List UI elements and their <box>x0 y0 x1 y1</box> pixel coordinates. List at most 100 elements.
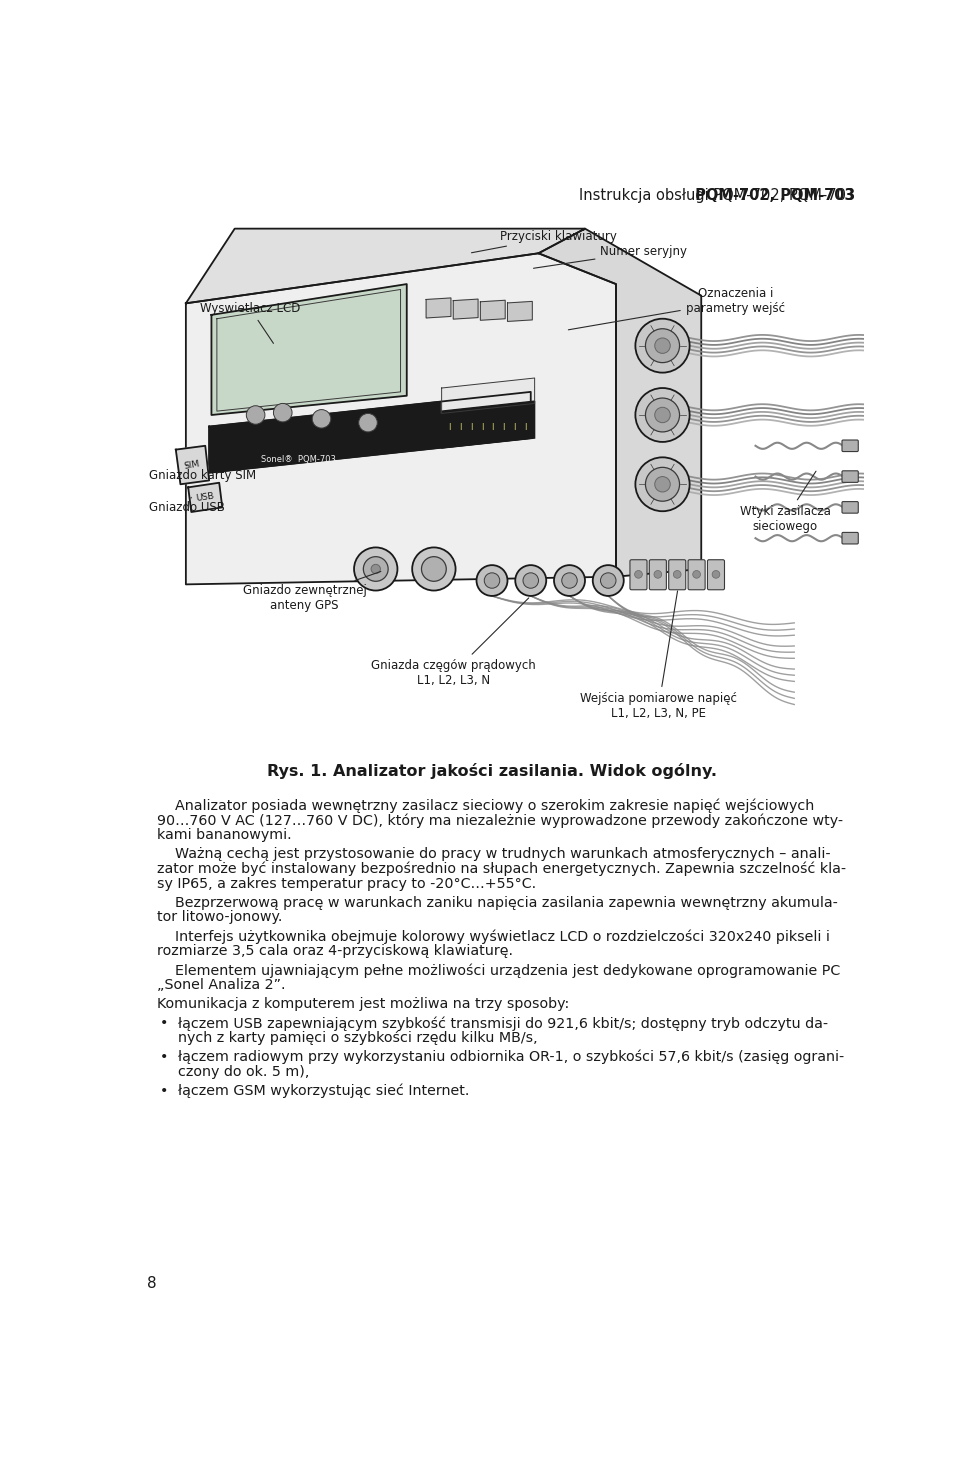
Circle shape <box>645 329 680 363</box>
Text: nych z karty pamięci o szybkości rzędu kilku MB/s,: nych z karty pamięci o szybkości rzędu k… <box>179 1031 538 1046</box>
Text: Gniazdo zewnętrznej
anteny GPS: Gniazdo zewnętrznej anteny GPS <box>243 571 381 613</box>
Polygon shape <box>176 445 209 485</box>
Circle shape <box>655 338 670 354</box>
Text: |: | <box>514 423 516 430</box>
Text: |: | <box>492 423 494 430</box>
Circle shape <box>554 566 585 596</box>
Polygon shape <box>186 253 616 585</box>
Text: |: | <box>469 423 472 430</box>
FancyBboxPatch shape <box>882 480 901 489</box>
Circle shape <box>655 407 670 423</box>
Polygon shape <box>211 284 407 414</box>
Text: Oznaczenia i
parametry wejść: Oznaczenia i parametry wejść <box>568 286 784 331</box>
FancyBboxPatch shape <box>882 488 901 497</box>
FancyBboxPatch shape <box>882 411 901 419</box>
FancyBboxPatch shape <box>882 333 901 342</box>
Text: Numer seryjny: Numer seryjny <box>534 245 687 269</box>
Circle shape <box>363 557 388 582</box>
Text: |: | <box>502 423 505 430</box>
Text: Bezprzerwową pracę w warunkach zaniku napięcia zasilania zapewnia wewnętrzny aku: Bezprzerwową pracę w warunkach zaniku na… <box>157 896 838 909</box>
Circle shape <box>636 388 689 442</box>
Text: kami bananowymi.: kami bananowymi. <box>157 829 292 842</box>
Text: |: | <box>459 423 462 430</box>
Polygon shape <box>442 401 535 448</box>
Text: Komunikacja z komputerem jest możliwa na trzy sposoby:: Komunikacja z komputerem jest możliwa na… <box>157 997 569 1011</box>
FancyBboxPatch shape <box>669 560 685 589</box>
Text: tor litowo-jonowy.: tor litowo-jonowy. <box>157 911 282 924</box>
Circle shape <box>592 566 624 596</box>
FancyBboxPatch shape <box>882 338 901 347</box>
Polygon shape <box>480 300 505 320</box>
FancyBboxPatch shape <box>842 470 858 482</box>
Circle shape <box>562 573 577 588</box>
FancyBboxPatch shape <box>649 560 666 589</box>
Text: Gniazdo USB: Gniazdo USB <box>150 498 226 514</box>
FancyBboxPatch shape <box>882 476 901 485</box>
Polygon shape <box>539 229 701 577</box>
Text: Wtyki zasilacza
sieciowego: Wtyki zasilacza sieciowego <box>739 472 830 533</box>
Text: Wejścia pomiarowe napięć
L1, L2, L3, N, PE: Wejścia pomiarowe napięć L1, L2, L3, N, … <box>580 591 737 720</box>
Circle shape <box>645 467 680 501</box>
Text: |: | <box>524 423 526 430</box>
FancyBboxPatch shape <box>688 560 706 589</box>
Text: |: | <box>448 423 450 430</box>
Text: USB: USB <box>196 492 215 502</box>
Text: czony do ok. 5 m),: czony do ok. 5 m), <box>179 1065 309 1078</box>
Polygon shape <box>426 298 451 317</box>
Circle shape <box>247 405 265 425</box>
Text: SIM: SIM <box>183 460 201 472</box>
Circle shape <box>636 319 689 373</box>
Polygon shape <box>186 229 585 303</box>
Circle shape <box>359 413 377 432</box>
FancyBboxPatch shape <box>882 345 901 354</box>
Text: Instrukcja obsługi PQM-702, PQM-703: Instrukcja obsługi PQM-702, PQM-703 <box>579 188 854 203</box>
FancyBboxPatch shape <box>882 403 901 411</box>
Polygon shape <box>453 300 478 319</box>
FancyBboxPatch shape <box>882 483 901 492</box>
Text: Gniazdo karty SIM: Gniazdo karty SIM <box>150 466 256 482</box>
Text: 90…760 V AC (127…760 V DC), który ma niezależnie wyprowadzone przewody zakończon: 90…760 V AC (127…760 V DC), który ma nie… <box>157 814 843 827</box>
FancyBboxPatch shape <box>842 532 858 544</box>
Text: Sonel®  PQM-703: Sonel® PQM-703 <box>261 455 336 464</box>
Text: sy IP65, a zakres temperatur pracy to -20°C…+55°C.: sy IP65, a zakres temperatur pracy to -2… <box>157 877 537 890</box>
Circle shape <box>655 476 670 492</box>
Text: Przyciski klawiatury: Przyciski klawiatury <box>471 229 616 253</box>
Text: łączem GSM wykorzystując sieć Internet.: łączem GSM wykorzystując sieć Internet. <box>179 1084 469 1099</box>
Text: „Sonel Analiza 2”.: „Sonel Analiza 2”. <box>157 978 286 992</box>
Circle shape <box>654 570 661 579</box>
Circle shape <box>372 564 380 573</box>
Text: zator może być instalowany bezpośrednio na słupach energetycznych. Zapewnia szcz: zator może być instalowany bezpośrednio … <box>157 862 847 877</box>
Circle shape <box>636 457 689 511</box>
Text: PQM-702, PQM-703: PQM-702, PQM-703 <box>567 188 854 203</box>
Text: •: • <box>160 1084 169 1097</box>
FancyBboxPatch shape <box>882 419 901 427</box>
Text: •: • <box>160 1017 169 1030</box>
Text: Analizator posiada wewnętrzny zasilacz sieciowy o szerokim zakresie napięć wejśc: Analizator posiada wewnętrzny zasilacz s… <box>157 799 814 812</box>
FancyBboxPatch shape <box>708 560 725 589</box>
Circle shape <box>412 548 456 591</box>
Text: Wyswietlacz LCD: Wyswietlacz LCD <box>200 303 300 344</box>
FancyBboxPatch shape <box>630 560 647 589</box>
Text: Interfejs użytkownika obejmuje kolorowy wyświetlacz LCD o rozdzielczości 320x240: Interfejs użytkownika obejmuje kolorowy … <box>157 930 830 945</box>
Text: rozmiarze 3,5 cala oraz 4-przyciskową klawiaturę.: rozmiarze 3,5 cala oraz 4-przyciskową kl… <box>157 945 514 958</box>
FancyBboxPatch shape <box>882 407 901 416</box>
Polygon shape <box>508 301 532 322</box>
Circle shape <box>516 566 546 596</box>
Circle shape <box>712 570 720 579</box>
FancyBboxPatch shape <box>882 341 901 350</box>
Circle shape <box>476 566 508 596</box>
FancyBboxPatch shape <box>842 441 858 451</box>
FancyBboxPatch shape <box>842 501 858 513</box>
Text: Ważną cechą jest przystosowanie do pracy w trudnych warunkach atmosferycznych – : Ważną cechą jest przystosowanie do pracy… <box>157 848 830 861</box>
Text: łączem radiowym przy wykorzystaniu odbiornika OR-1, o szybkości 57,6 kbit/s (zas: łączem radiowym przy wykorzystaniu odbio… <box>179 1050 845 1065</box>
Circle shape <box>693 570 701 579</box>
Circle shape <box>601 573 616 588</box>
Circle shape <box>274 404 292 422</box>
Circle shape <box>635 570 642 579</box>
Circle shape <box>523 573 539 588</box>
Text: •: • <box>160 1050 169 1064</box>
Circle shape <box>673 570 681 579</box>
Text: Gniazda częgów prądowych
L1, L2, L3, N: Gniazda częgów prądowych L1, L2, L3, N <box>371 598 536 687</box>
Text: łączem USB zapewniającym szybkość transmisji do 921,6 kbit/s; dostępny tryb odcz: łączem USB zapewniającym szybkość transm… <box>179 1017 828 1031</box>
Circle shape <box>312 410 331 427</box>
